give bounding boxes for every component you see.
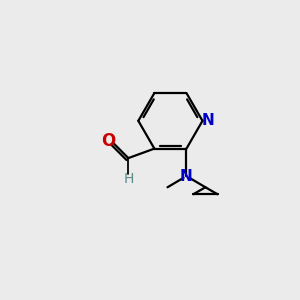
Text: N: N bbox=[201, 113, 214, 128]
Text: N: N bbox=[180, 169, 193, 184]
Text: O: O bbox=[101, 132, 116, 150]
Text: H: H bbox=[123, 172, 134, 186]
